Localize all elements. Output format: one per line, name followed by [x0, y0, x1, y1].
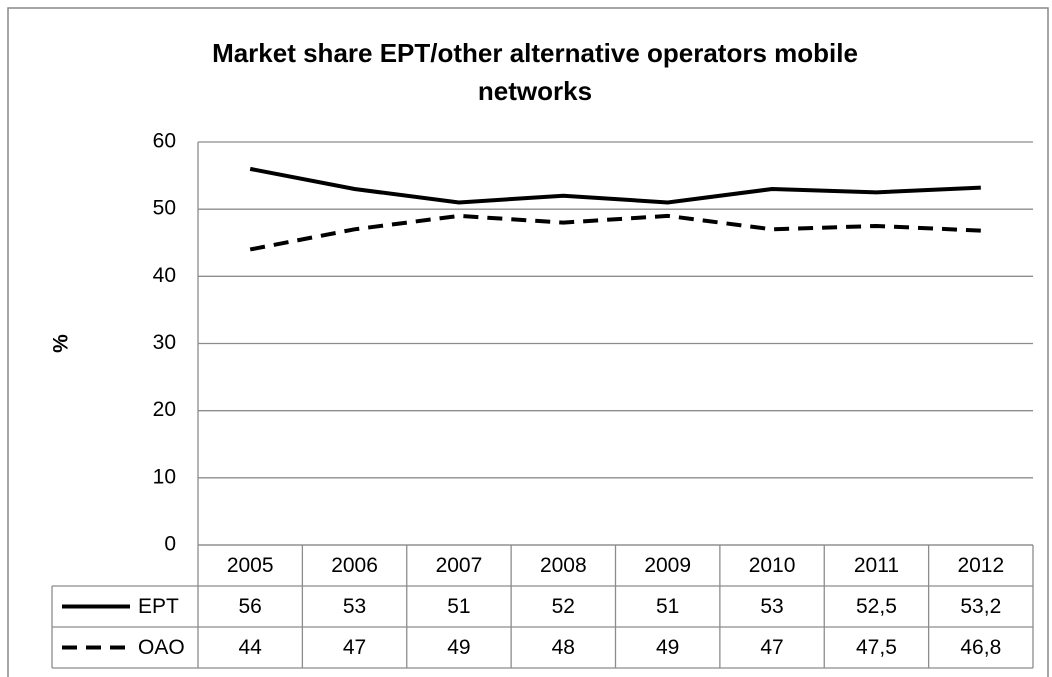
table-value: 49 — [447, 636, 470, 659]
y-tick-label: 10 — [153, 465, 176, 488]
table-value: 46,8 — [960, 636, 1001, 659]
table-value: 49 — [656, 636, 679, 659]
chart-border — [7, 7, 1049, 677]
table-value: 51 — [447, 595, 470, 618]
table-value: 53 — [343, 595, 366, 618]
x-tick-label: 2007 — [436, 554, 483, 577]
table-value: 51 — [656, 595, 679, 618]
table-value: 47 — [760, 636, 783, 659]
y-tick-label: 50 — [153, 197, 176, 220]
x-tick-label: 2010 — [749, 554, 796, 577]
table-value: 47,5 — [856, 636, 897, 659]
table-value: 44 — [239, 636, 263, 659]
legend-label: EPT — [138, 595, 179, 618]
y-tick-label: 60 — [153, 130, 176, 153]
table-value: 53,2 — [960, 595, 1001, 618]
y-tick-label: 0 — [164, 533, 176, 556]
table-value: 47 — [343, 636, 366, 659]
x-tick-label: 2005 — [227, 554, 274, 577]
table-value: 52 — [552, 595, 575, 618]
chart-title: Market share EPT/other alternative opera… — [212, 38, 858, 106]
series-line — [249, 213, 981, 252]
x-tick-label: 2008 — [540, 554, 587, 577]
table-value: 53 — [760, 595, 783, 618]
x-tick-label: 2011 — [854, 554, 899, 577]
table-value: 56 — [239, 595, 262, 618]
y-tick-label: 40 — [153, 264, 176, 287]
y-axis-label: % — [50, 334, 73, 353]
legend-label: OAO — [138, 636, 185, 659]
x-tick-label: 2009 — [644, 554, 691, 577]
table-value: 48 — [552, 636, 575, 659]
table-value: 52,5 — [856, 595, 897, 618]
x-tick-label: 2012 — [957, 554, 1004, 577]
y-tick-label: 20 — [153, 398, 176, 421]
series-line — [249, 166, 981, 205]
x-tick-label: 2006 — [331, 554, 378, 577]
y-tick-label: 30 — [153, 331, 176, 354]
